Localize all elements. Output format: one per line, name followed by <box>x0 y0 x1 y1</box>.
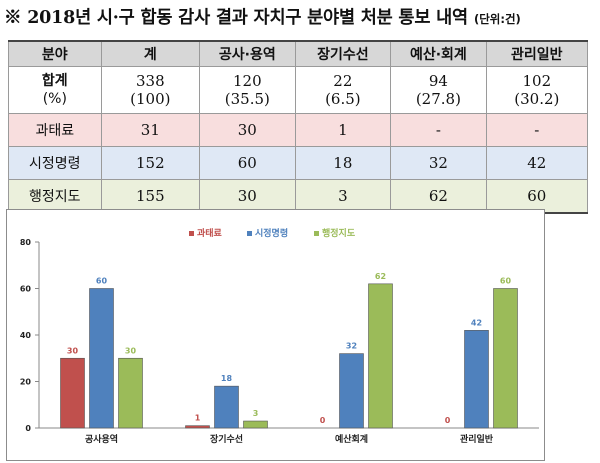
bar <box>493 288 518 429</box>
total-label-cell: 합계 (%) <box>8 66 102 114</box>
header-cell: 예산·회계 <box>390 40 487 67</box>
total-value: 338 <box>136 72 165 90</box>
y-tick-label: 0 <box>25 424 31 433</box>
data-label: 0 <box>320 416 326 425</box>
table-cell: 30 <box>199 179 296 214</box>
chart-container: 0 20 40 60 80 과태료 시정명령 행정지도 30 60 30 공사용역 1 18 3 장기수선 0 3… <box>6 209 545 461</box>
table-cell: 60 <box>485 179 589 214</box>
row-label: 시정명령 <box>8 146 102 180</box>
header-cell: 분야 <box>8 40 102 67</box>
table-row: 행정지도 155 30 3 62 60 <box>8 179 589 214</box>
total-value: 120 <box>232 72 262 90</box>
legend-label: 시정명령 <box>255 227 288 239</box>
table-cell: 60 <box>199 146 296 180</box>
total-pct: (100) <box>130 90 171 108</box>
table-cell: 18 <box>294 146 392 180</box>
total-cell: 338 (100) <box>100 66 201 114</box>
total-pct: (30.2) <box>514 90 560 108</box>
row-label: 행정지도 <box>8 179 102 214</box>
data-label: 62 <box>375 272 386 281</box>
page-title: ※ 2018년 시·구 합동 감사 결과 자치구 분야별 처분 통보 내역 <box>4 8 468 28</box>
table-cell: 3 <box>294 179 392 214</box>
summary-table: 분야 계 공사·용역 장기수선 예산·회계 관리일반 합계 (%) 338 (10… <box>8 40 589 214</box>
table-cell: 31 <box>100 113 201 147</box>
bar <box>339 353 364 429</box>
data-label: 0 <box>445 416 451 425</box>
x-tick-label: 공사용역 <box>85 433 118 445</box>
bar <box>464 330 489 429</box>
x-tick-label: 장기수선 <box>210 433 243 445</box>
legend-swatch <box>189 231 194 236</box>
total-pct: (27.8) <box>415 90 461 108</box>
y-tick-label: 60 <box>20 285 32 294</box>
bar <box>214 385 239 429</box>
table-cell: 42 <box>485 146 589 180</box>
total-value: 22 <box>333 72 353 90</box>
table-row: 시정명령 152 60 18 32 42 <box>8 146 589 180</box>
title-row: ※ 2018년 시·구 합동 감사 결과 자치구 분야별 처분 통보 내역 (단… <box>4 4 596 34</box>
table-cell: 62 <box>390 179 487 214</box>
data-label: 1 <box>195 414 201 423</box>
table-cell: 30 <box>199 113 296 147</box>
legend-swatch <box>247 231 252 236</box>
total-cell: 94 (27.8) <box>390 66 487 114</box>
total-value: 102 <box>522 72 552 90</box>
total-cell: 22 (6.5) <box>294 66 392 114</box>
total-cell: 120 (35.5) <box>199 66 296 114</box>
data-label: 3 <box>253 409 259 418</box>
data-label: 32 <box>346 342 357 351</box>
legend-label: 과태료 <box>197 227 223 239</box>
total-row: 합계 (%) 338 (100) 120 (35.5) 22 (6.5) 94 (27.… <box>8 66 589 114</box>
header-cell: 계 <box>100 40 201 67</box>
header-cell: 관리일반 <box>485 40 589 67</box>
table-cell: 152 <box>100 146 201 180</box>
y-tick-label: 20 <box>20 378 32 387</box>
data-label: 18 <box>221 374 233 383</box>
table-row: 과태료 31 30 1 - - <box>8 113 589 147</box>
total-pct-label: (%) <box>42 91 67 107</box>
table-cell: 155 <box>100 179 201 214</box>
data-label: 30 <box>125 346 137 355</box>
bar <box>243 420 268 429</box>
bar <box>368 283 393 429</box>
bar <box>118 357 143 429</box>
table-cell: - <box>390 113 487 147</box>
total-label: 합계 <box>41 73 68 89</box>
bar <box>89 288 114 429</box>
data-label: 42 <box>471 318 482 327</box>
table-cell: 1 <box>294 113 392 147</box>
y-tick-label: 40 <box>20 331 32 340</box>
x-tick-label: 예산회계 <box>335 433 368 445</box>
data-label: 60 <box>96 277 108 286</box>
total-cell: 102 (30.2) <box>485 66 589 114</box>
legend-swatch <box>314 231 319 236</box>
total-pct: (6.5) <box>325 90 361 108</box>
row-label: 과태료 <box>8 113 102 147</box>
data-label: 60 <box>500 277 512 286</box>
total-value: 94 <box>428 72 448 90</box>
bar-chart: 0 20 40 60 80 과태료 시정명령 행정지도 30 60 30 공사용역 1 18 3 장기수선 0 3… <box>20 227 539 445</box>
x-tick-label: 관리일반 <box>460 433 494 445</box>
header-cell: 장기수선 <box>294 40 392 67</box>
unit-label: (단위:건) <box>473 12 521 26</box>
header-cell: 공사·용역 <box>199 40 296 67</box>
data-label: 30 <box>67 346 79 355</box>
table-cell: 32 <box>390 146 487 180</box>
table-cell: - <box>485 113 589 147</box>
table-header-row: 분야 계 공사·용역 장기수선 예산·회계 관리일반 <box>8 40 589 67</box>
total-pct: (35.5) <box>224 90 270 108</box>
legend-label: 행정지도 <box>322 227 356 239</box>
bar <box>185 425 210 429</box>
bar <box>60 357 85 429</box>
y-tick-label: 80 <box>20 238 32 247</box>
